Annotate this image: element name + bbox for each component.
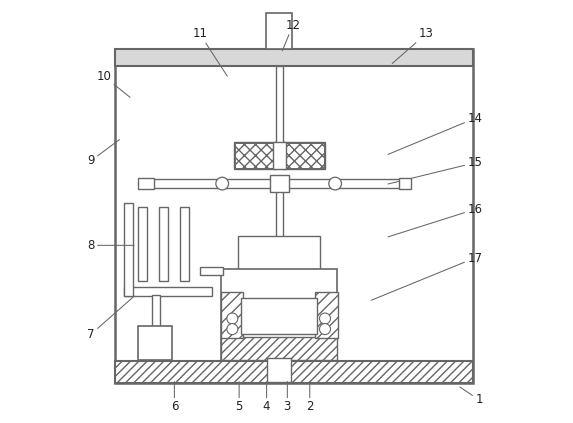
Text: 8: 8 [88,239,134,252]
Bar [152,295,160,327]
Bar [284,143,324,168]
Text: 14: 14 [388,112,482,154]
Bar [124,203,133,296]
Circle shape [329,177,342,190]
Text: 2: 2 [306,382,313,413]
Circle shape [227,313,238,324]
Bar [266,13,292,49]
Bar [221,269,337,360]
Text: 13: 13 [393,27,434,63]
Bar [399,178,411,189]
Bar [200,267,223,275]
Bar [180,207,189,281]
Bar [270,175,289,192]
Bar [115,49,473,383]
Text: 11: 11 [193,27,227,76]
Bar [221,292,244,338]
Bar [238,236,320,271]
Bar [241,298,317,334]
Text: 5: 5 [236,382,243,413]
Bar [115,49,473,66]
Text: 12: 12 [282,19,300,51]
Text: 3: 3 [284,382,291,413]
Text: 16: 16 [388,203,482,237]
Bar [235,143,274,168]
Circle shape [320,313,331,324]
Bar [159,207,168,281]
Bar [273,142,286,169]
Bar [276,66,283,157]
Bar [140,179,403,188]
Text: 9: 9 [87,140,119,167]
Text: 6: 6 [171,382,178,413]
Text: 1: 1 [460,387,482,406]
Bar [315,292,337,338]
Bar [234,142,276,169]
Bar [268,358,291,382]
Text: 15: 15 [388,157,482,184]
Circle shape [227,324,238,335]
Bar [124,287,213,296]
Text: 10: 10 [96,70,130,97]
Bar [138,207,147,281]
Bar [138,178,154,189]
Text: 4: 4 [263,382,270,413]
Text: 7: 7 [87,296,134,341]
Bar [283,142,325,169]
Circle shape [216,177,229,190]
Bar [115,361,473,383]
Text: 17: 17 [371,252,482,300]
Circle shape [320,324,331,335]
Bar [221,337,337,360]
Bar [138,326,172,360]
Bar [276,191,283,237]
